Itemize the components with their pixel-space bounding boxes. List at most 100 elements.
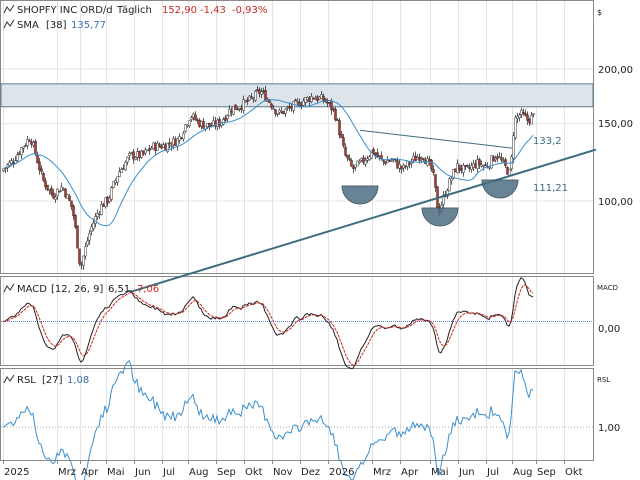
candle-body [316,96,319,101]
candle-body [350,160,353,167]
candle-body [280,110,283,113]
period-label: Täglich [116,5,152,16]
candle-body [452,168,455,178]
candle-body [340,133,343,138]
candle-body [236,108,239,111]
candle-body [300,105,303,107]
candle-body [282,110,285,115]
price-axis: $ 200,00 150,00 100,00 [597,8,633,208]
candle-body [114,180,117,183]
candle-body [434,174,437,188]
candle-body [202,121,205,129]
candle-body [532,113,535,115]
candle-body [32,142,35,146]
x-label: Apr [81,467,99,478]
candle-body [320,94,323,99]
candle-body [314,98,317,101]
candle-body [140,150,143,158]
trend-lines [129,129,597,293]
candle-body [362,157,365,163]
candle-body [272,108,275,110]
change-value: -1,43 [200,5,226,16]
candle-body [284,108,287,114]
candle-body [398,164,401,169]
candle-body [268,99,271,103]
candle-body [364,160,367,165]
x-label: Mrz [373,467,391,478]
candle-body [180,137,183,139]
candle-body [396,160,399,169]
candle-body [474,163,477,168]
candle-body [374,153,377,155]
bowl-shape [421,207,459,227]
candle-body [108,197,111,202]
candle-body [40,168,43,172]
candle-body [430,159,433,170]
candle-body [338,120,341,136]
macd-header: MACD [12, 26, 9] 6,51 7,06 [3,283,159,295]
rsl-tick-one: 1,00 [598,423,620,434]
candle-body [330,100,333,111]
candle-body [418,156,421,161]
candle-body [104,197,107,207]
candle-body [366,158,369,161]
candle-body [512,135,515,159]
candle-body [146,149,149,152]
sma-line [2,99,534,227]
candle-body [156,142,159,151]
candle-body [346,154,349,158]
candle-body [106,196,109,204]
candle-body [52,192,55,199]
candle-body [276,113,279,115]
candle-body [342,137,345,147]
candle-body [8,162,11,167]
candle-body [16,154,19,161]
candle-body [260,91,263,95]
candle-body [162,144,165,148]
candle-body [166,143,169,152]
rsl-axis-title: RSL [597,376,610,384]
candle-body [448,178,451,192]
candle-body [10,160,13,164]
candle-body [494,157,497,161]
change-pct-value: -0,93% [232,5,267,16]
candle-body [18,152,21,155]
candle-body [134,157,137,160]
candle-body [92,222,95,229]
candle-body [516,115,519,119]
candle-body [154,143,157,151]
candle-body [56,189,59,197]
sma-param: [38] [46,20,67,31]
rsl-panel [0,368,594,461]
candle-body [304,97,307,103]
candle-body [482,165,485,167]
candle-body [490,155,493,169]
price-tick-200: 200,00 [598,65,633,76]
candle-body [454,168,457,173]
candle-body [230,110,233,113]
candle-body [288,106,291,108]
candle-body [386,160,389,163]
candle-body [506,166,509,175]
macd-axis: MACD 0,00 [597,284,620,335]
sma-value: 135,77 [71,20,106,31]
candle-body [102,203,105,208]
candle-body [80,263,83,266]
candle-body [228,108,231,117]
candle-body [462,165,465,173]
macd-value2: 7,06 [137,284,159,295]
macd-value1: 6,51 [108,284,130,295]
candle-body [144,149,147,154]
candle-body [72,205,75,217]
x-label: Jul [162,467,175,478]
candle-body [464,165,467,167]
x-label: 2025 [4,467,29,478]
candle-body [98,213,101,215]
candle-body [376,152,379,157]
candle-body [66,194,69,199]
candle-body [26,139,29,147]
candle-body [254,91,257,101]
candle-body [382,159,385,162]
candle-body [252,98,255,100]
